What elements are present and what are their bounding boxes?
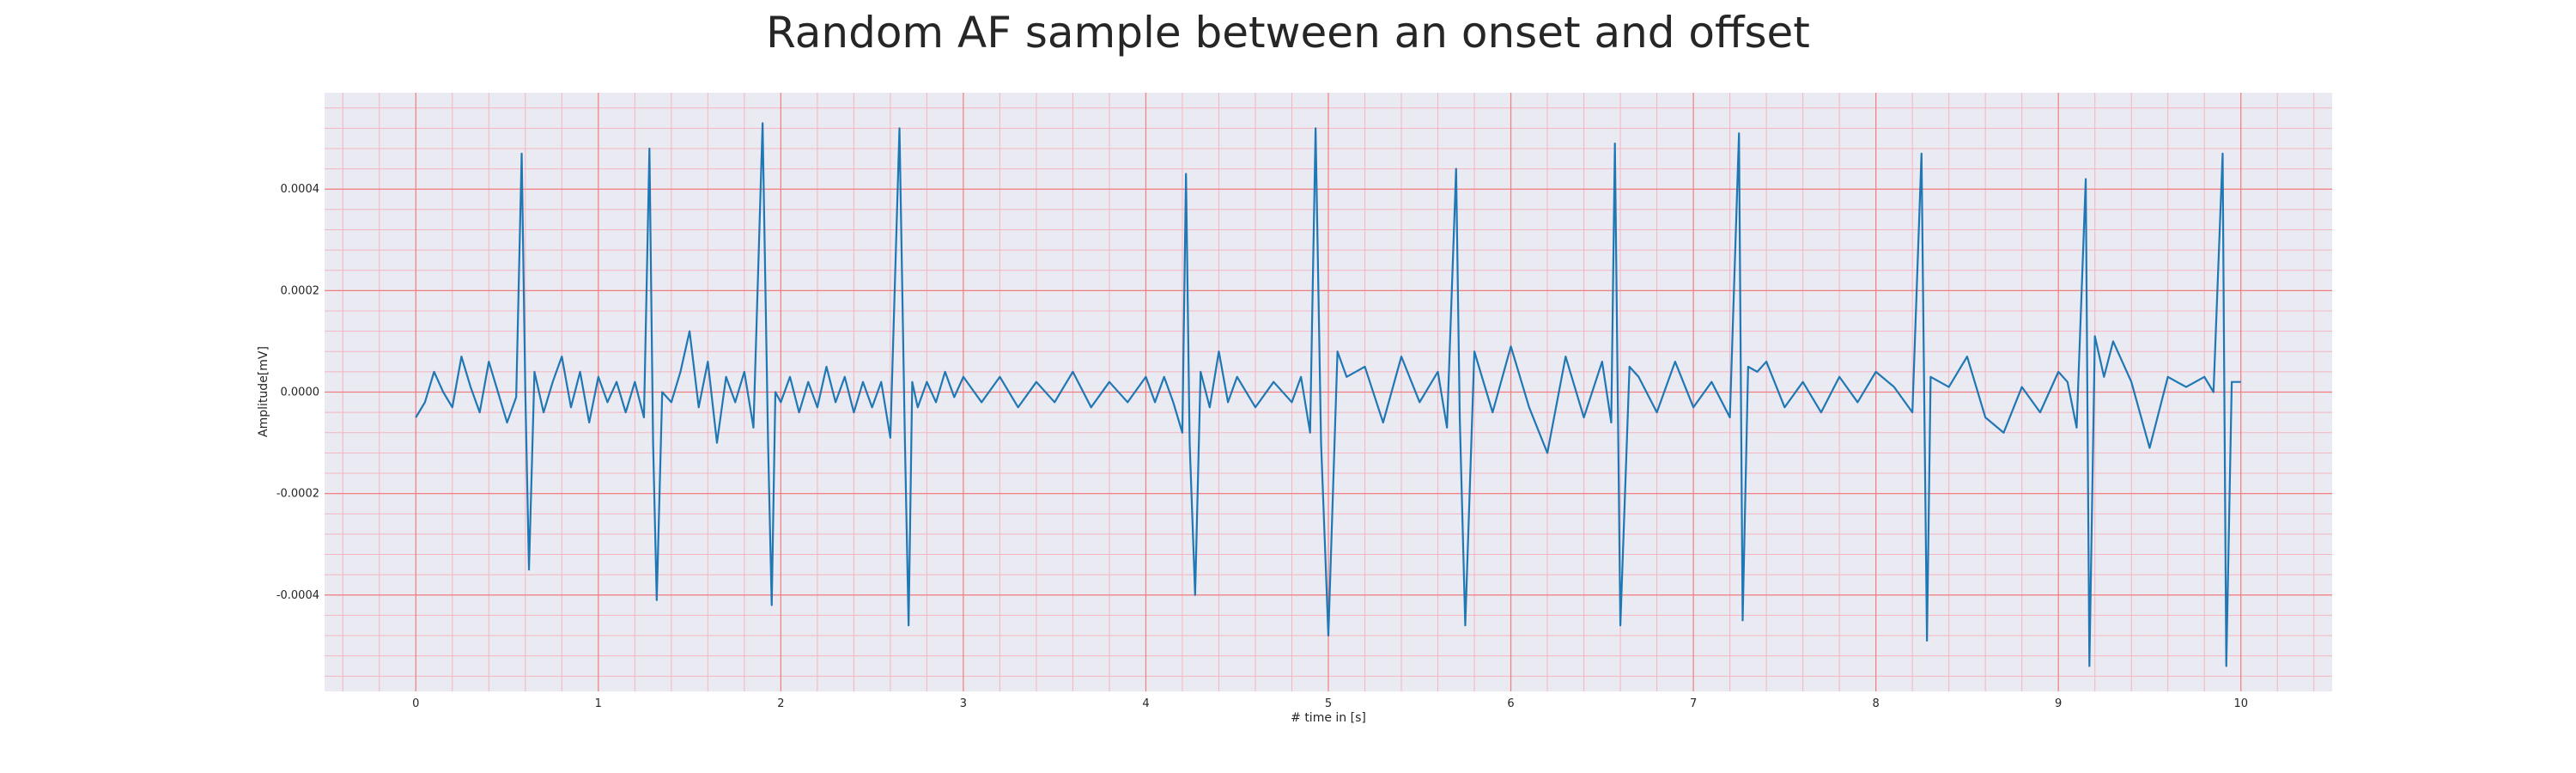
x-axis: 0 1 2 3 4 5 6 7 8 9 10 bbox=[412, 697, 2248, 710]
y-axis-label: Amplitude[mV] bbox=[257, 346, 270, 437]
x-tick-label: 9 bbox=[2055, 697, 2062, 710]
y-axis: -0.0004 -0.0002 0.0000 0.0002 0.0004 bbox=[276, 183, 319, 602]
y-tick-label: 0.0004 bbox=[281, 183, 320, 196]
x-tick-label: 7 bbox=[1690, 697, 1697, 710]
y-tick-label: -0.0004 bbox=[276, 589, 319, 602]
series-layer bbox=[415, 122, 2241, 667]
x-axis-label: # time in [s] bbox=[1291, 711, 1366, 725]
y-tick-label: 0.0002 bbox=[281, 284, 320, 297]
x-tick-label: 10 bbox=[2233, 697, 2248, 710]
x-tick-label: 1 bbox=[595, 697, 602, 710]
chart-title: Random AF sample between an onset and of… bbox=[766, 8, 1810, 58]
x-tick-label: 2 bbox=[777, 697, 784, 710]
y-tick-label: 0.0000 bbox=[281, 386, 320, 399]
x-tick-label: 4 bbox=[1142, 697, 1149, 710]
x-tick-label: 0 bbox=[412, 697, 419, 710]
x-tick-label: 6 bbox=[1507, 697, 1514, 710]
y-tick-label: -0.0002 bbox=[276, 488, 319, 501]
x-tick-label: 8 bbox=[1872, 697, 1879, 710]
series-line bbox=[415, 122, 2241, 667]
x-tick-label: 5 bbox=[1325, 697, 1332, 710]
x-tick-label: 3 bbox=[960, 697, 967, 710]
